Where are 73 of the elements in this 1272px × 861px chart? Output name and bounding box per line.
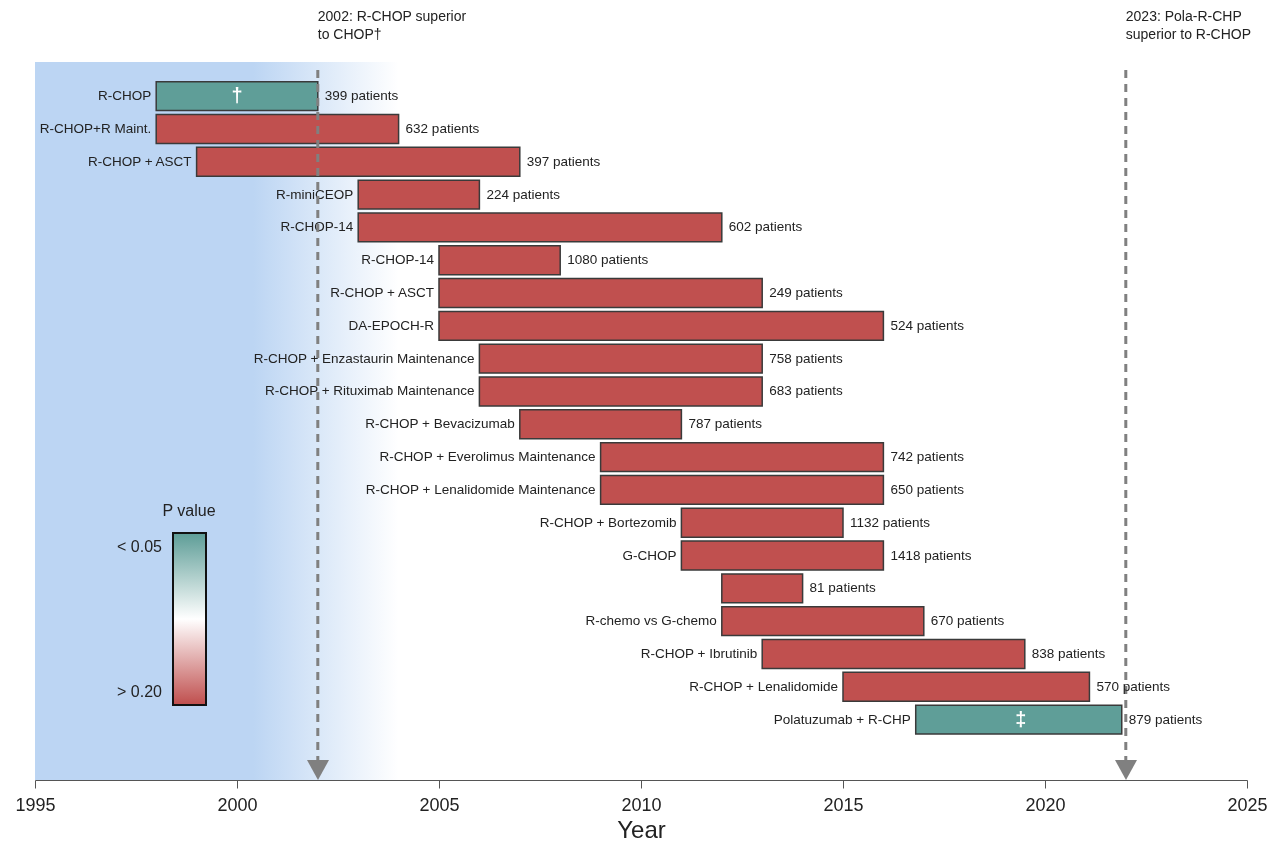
bar	[438, 245, 561, 276]
y-tick-label: R-CHOP + Rituximab Maintenance	[264, 383, 475, 399]
bar	[155, 80, 319, 112]
annotation: 602 patients	[728, 219, 803, 235]
annotation: 787 patients	[688, 416, 763, 432]
annotation: 1418 patients	[890, 547, 972, 563]
bar	[438, 310, 885, 342]
x-tick-label: 2000	[217, 794, 258, 815]
annotation: 670 patients	[930, 613, 1005, 629]
y-tick-label: DA-EPOCH-R	[348, 317, 435, 333]
annotation: 683 patients	[769, 383, 844, 399]
bar	[680, 540, 885, 571]
y-tick-label: R-CHOP + ASCT	[330, 285, 434, 301]
y-tick-label: R-CHOP + Lenalidomide Maintenance	[365, 481, 596, 497]
bar	[761, 638, 1026, 670]
annotation: 249 patients	[769, 285, 844, 301]
annotation: 838 patients	[1031, 645, 1106, 661]
y-tick-label: R-chemo vs G-chemo	[585, 613, 717, 629]
y-tick-label: Polatuzumab + R-CHP	[773, 711, 911, 727]
annotation: 1132 patients	[850, 514, 931, 530]
annotation: > 0.20	[117, 683, 162, 701]
bar	[478, 343, 763, 374]
annotation: 742 patients	[890, 449, 965, 465]
bar	[680, 507, 844, 538]
annotation: ‡	[1015, 707, 1027, 730]
bar	[438, 277, 763, 309]
annotation: 570 patients	[1096, 678, 1171, 694]
color-bar-title: P value	[162, 502, 216, 520]
annotation: †	[231, 84, 243, 107]
y-tick-label: G-CHOP	[622, 547, 677, 563]
x-tick-label: 2005	[419, 794, 460, 815]
annotation: 632 patients	[405, 120, 480, 136]
y-tick-label: R-miniCEOP	[275, 186, 354, 202]
ref-line-label: 2023: Pola-R-CHP superior to R-CHOP	[1125, 8, 1252, 42]
bar	[914, 704, 1123, 735]
annotation: 879 patients	[1128, 711, 1203, 727]
bar	[195, 146, 521, 177]
y-tick-label: R-CHOP + Ibrutinib	[640, 645, 758, 661]
x-tick-label: 2015	[823, 794, 864, 815]
ref-line-label: 2002: R-CHOP superior to CHOP†	[317, 8, 467, 42]
x-tick-label: 2020	[1025, 794, 1066, 815]
annotation: 524 patients	[890, 317, 965, 333]
annotation: 1080 patients	[567, 252, 649, 268]
x-axis-title: Year	[617, 815, 666, 843]
bar	[599, 441, 885, 473]
y-tick-label: R-CHOP + Bevacizumab	[365, 416, 515, 432]
bar	[519, 409, 683, 440]
y-tick-label: R-CHOP + ASCT	[87, 153, 192, 169]
annotation: 650 patients	[890, 481, 965, 497]
bar	[842, 671, 1091, 702]
bar	[721, 573, 804, 604]
y-tick-label: R-CHOP + Everolimus Maintenance	[379, 449, 596, 465]
x-tick-label: 1995	[15, 794, 56, 815]
bar	[599, 474, 885, 506]
y-tick-label: R-CHOP	[97, 88, 152, 104]
y-tick-label: R-CHOP-14	[361, 252, 435, 268]
y-tick-label: R-CHOP+R Maint.	[39, 120, 152, 136]
bar	[721, 605, 925, 637]
y-tick-label: R-CHOP + Lenalidomide	[689, 678, 838, 694]
annotation: 81 patients	[809, 580, 876, 596]
x-tick-label: 2025	[1227, 794, 1268, 815]
bar	[357, 212, 723, 243]
annotation: < 0.05	[117, 538, 162, 556]
y-tick-label: R-CHOP + Enzastaurin Maintenance	[253, 350, 475, 366]
annotation: 758 patients	[769, 350, 844, 366]
bar	[478, 376, 763, 407]
bar	[155, 113, 400, 145]
annotation: 399 patients	[324, 88, 399, 104]
annotation: 224 patients	[486, 186, 561, 202]
x-tick-label: 2010	[621, 794, 662, 815]
y-tick-label: R-CHOP + Bortezomib	[539, 514, 677, 530]
annotation: 397 patients	[526, 153, 601, 169]
bar	[357, 179, 481, 210]
